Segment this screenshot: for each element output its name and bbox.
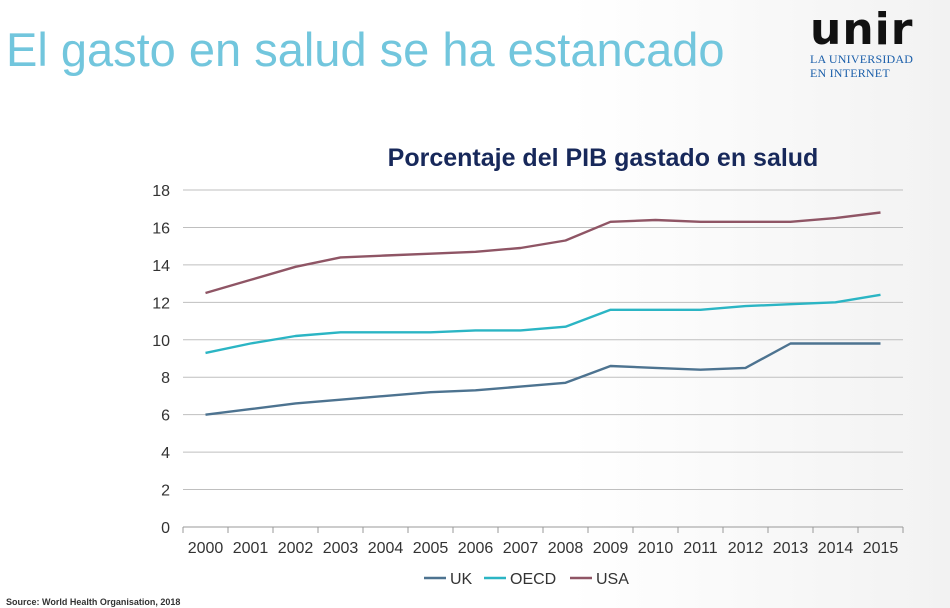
y-tick-label-4: 4 (161, 445, 170, 462)
logo-mark: unir (810, 4, 914, 55)
y-tick-label-10: 10 (152, 333, 170, 350)
x-tick-label-2003: 2003 (323, 540, 359, 557)
legend-label-usa: USA (596, 571, 629, 588)
y-tick-label-14: 14 (152, 258, 170, 275)
x-tick-label-2002: 2002 (278, 540, 314, 557)
y-tick-label-12: 12 (152, 295, 170, 312)
y-tick-label-0: 0 (161, 520, 170, 537)
x-tick-label-2000: 2000 (188, 540, 224, 557)
series-line-oecd (205, 293, 881, 355)
x-tick-label-2005: 2005 (413, 540, 449, 557)
y-tick-label-18: 18 (152, 183, 170, 200)
x-tick-label-2008: 2008 (548, 540, 584, 557)
x-tick-label-2013: 2013 (773, 540, 809, 557)
x-tick-label-2010: 2010 (638, 540, 674, 557)
x-tick-label-2011: 2011 (683, 540, 718, 557)
y-tick-label-16: 16 (152, 220, 170, 237)
x-tick-label-2007: 2007 (503, 540, 539, 557)
chart-title: Porcentaje del PIB gastado en salud (388, 144, 819, 172)
x-tick-label-2004: 2004 (368, 540, 404, 557)
x-tick-label-2015: 2015 (863, 540, 899, 557)
y-tick-label-2: 2 (161, 483, 170, 500)
x-tick-label-2006: 2006 (458, 540, 494, 557)
x-tick-label-2001: 2001 (233, 540, 269, 557)
series-line-usa (205, 211, 881, 295)
x-tick-label-2012: 2012 (728, 540, 764, 557)
x-tick-label-2009: 2009 (593, 540, 629, 557)
legend-label-oecd: OECD (510, 571, 556, 588)
logo-tagline-2: EN INTERNET (810, 66, 890, 80)
legend-label-uk: UK (450, 571, 473, 588)
slide-title: El gasto en salud se ha estancado (6, 23, 725, 76)
series-line-uk (205, 342, 881, 416)
unir-logo: unir LA UNIVERSIDAD EN INTERNET (810, 4, 946, 81)
logo-tagline-1: LA UNIVERSIDAD (810, 52, 914, 66)
x-tick-label-2014: 2014 (818, 540, 854, 557)
source-note: Source: World Health Organisation, 2018 (6, 597, 181, 607)
y-tick-label-8: 8 (161, 370, 170, 387)
y-tick-label-6: 6 (161, 408, 170, 425)
